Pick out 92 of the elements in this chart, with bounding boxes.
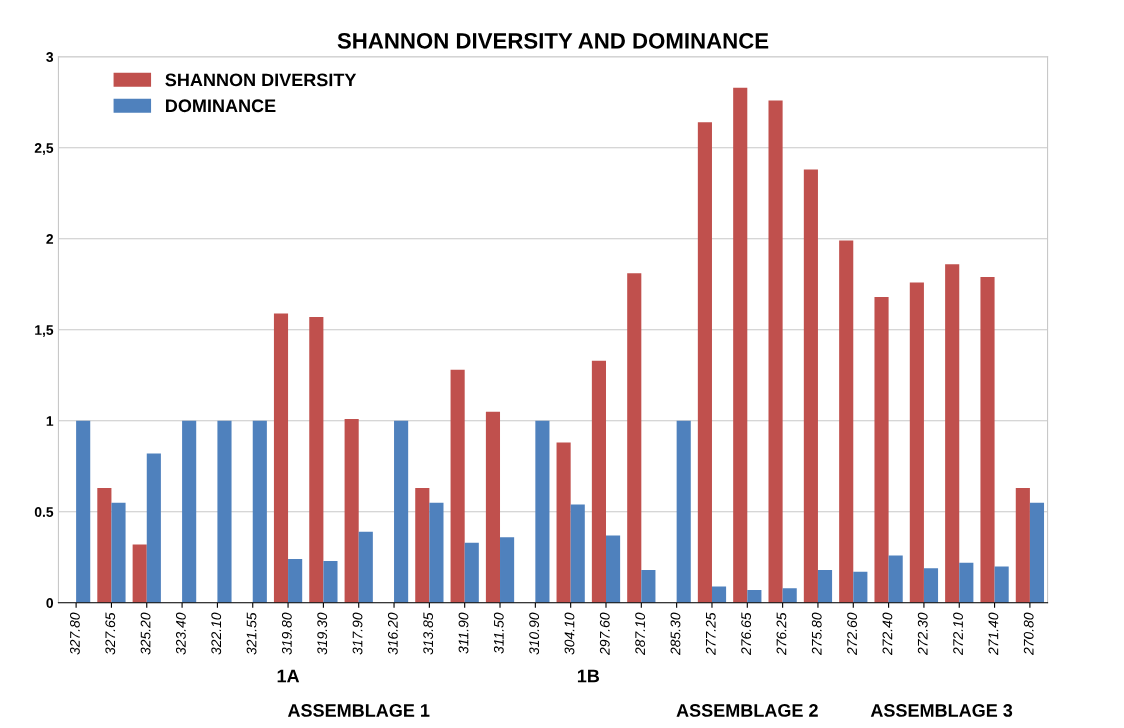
x-tick-label: 313.85 — [423, 612, 434, 655]
bar — [111, 502, 126, 603]
x-tick-label: 272.40 — [882, 612, 893, 656]
x-tick-label: 321.55 — [246, 612, 257, 655]
bar — [182, 420, 197, 603]
bar — [76, 420, 91, 603]
y-tick-label: 1,5 — [35, 325, 54, 337]
bar — [429, 502, 444, 603]
x-tick-label: 297.60 — [599, 612, 610, 656]
x-tick-label: 271.40 — [988, 612, 999, 656]
bar — [733, 87, 748, 603]
x-tick-label: 285.30 — [670, 612, 681, 656]
bar — [747, 590, 762, 603]
bar — [358, 531, 373, 603]
bar — [535, 420, 550, 603]
bar — [959, 562, 974, 603]
bar — [344, 418, 359, 603]
x-tick-label: 317.90 — [352, 612, 363, 655]
bar — [641, 570, 656, 603]
x-tick-label: 304.10 — [564, 612, 575, 655]
x-tick-label: 287.10 — [635, 612, 646, 656]
y-tick-label: 2,5 — [34, 143, 54, 155]
bar — [1015, 488, 1030, 603]
bar — [97, 488, 112, 603]
x-tick-label: 276.25 — [776, 612, 787, 656]
bar — [676, 420, 691, 603]
text: ASSEMBLAGE 1 — [287, 704, 430, 717]
bar — [450, 369, 465, 603]
x-tick-label: 316.20 — [387, 612, 398, 655]
bar — [570, 504, 585, 603]
legend-label: DOMINANCE — [166, 99, 276, 113]
text: 1B — [577, 669, 600, 683]
bar — [394, 420, 409, 603]
bar — [591, 360, 606, 603]
x-tick-label: 327.80 — [70, 612, 80, 655]
x-tick-label: 319.30 — [317, 612, 328, 655]
chart-title: SHANNON DIVERSITY AND DOMINANCE — [337, 32, 769, 49]
bar — [980, 277, 995, 603]
legend-label: SHANNON DIVERSITY — [165, 73, 357, 87]
bar — [782, 588, 797, 603]
bar — [217, 420, 232, 603]
bar — [627, 273, 642, 603]
bar — [556, 442, 571, 603]
x-tick-label: 311.50 — [493, 612, 504, 654]
bar — [309, 317, 324, 603]
bar — [994, 566, 1009, 603]
x-tick-label: 272.60 — [847, 612, 857, 656]
x-tick-label: 327.65 — [105, 612, 116, 655]
bar — [606, 535, 621, 603]
x-tick-label: 272.30 — [917, 612, 928, 656]
bar — [464, 542, 479, 603]
bar — [803, 169, 818, 603]
y-tick-label: 2 — [46, 234, 54, 244]
bar — [132, 544, 147, 603]
x-tick-label: 276.65 — [741, 612, 752, 656]
y-tick-label: 1 — [46, 416, 54, 426]
y-tick-label: 0.5 — [34, 507, 54, 517]
bar — [909, 282, 924, 603]
bar — [288, 559, 303, 603]
bar — [874, 297, 889, 603]
text: 1A — [277, 669, 300, 683]
bar — [323, 560, 338, 603]
x-tick-label: 319.80 — [281, 612, 292, 655]
x-tick-label: 311.90 — [458, 612, 469, 654]
x-tick-label: 325.20 — [140, 612, 151, 655]
x-tick-label: 322.10 — [211, 612, 222, 655]
bar — [252, 420, 267, 603]
text: ASSEMBLAGE 2 — [676, 704, 818, 717]
bar — [697, 122, 712, 603]
bar — [273, 313, 289, 603]
x-tick-label: 310.90 — [529, 612, 540, 655]
x-tick-label: 275.80 — [811, 612, 822, 656]
x-tick-label: 323.40 — [175, 612, 186, 655]
x-tick-label: 277.25 — [705, 612, 716, 656]
bar — [817, 570, 833, 603]
x-tick-label: 270.80 — [1023, 612, 1034, 656]
x-tick-label: 272.10 — [953, 612, 963, 656]
bar — [500, 537, 515, 603]
y-tick-label: 0 — [46, 598, 54, 608]
bar — [888, 555, 903, 603]
bar — [923, 568, 939, 603]
text: ASSEMBLAGE 3 — [870, 704, 1013, 717]
bar — [711, 586, 727, 603]
y-tick-label: 3 — [46, 52, 54, 62]
bar — [485, 411, 501, 603]
bar — [1029, 502, 1045, 603]
bar — [853, 571, 868, 603]
bar — [146, 453, 161, 603]
bar — [839, 240, 854, 603]
bar — [768, 100, 783, 603]
bar — [945, 264, 960, 603]
bar — [415, 488, 430, 603]
